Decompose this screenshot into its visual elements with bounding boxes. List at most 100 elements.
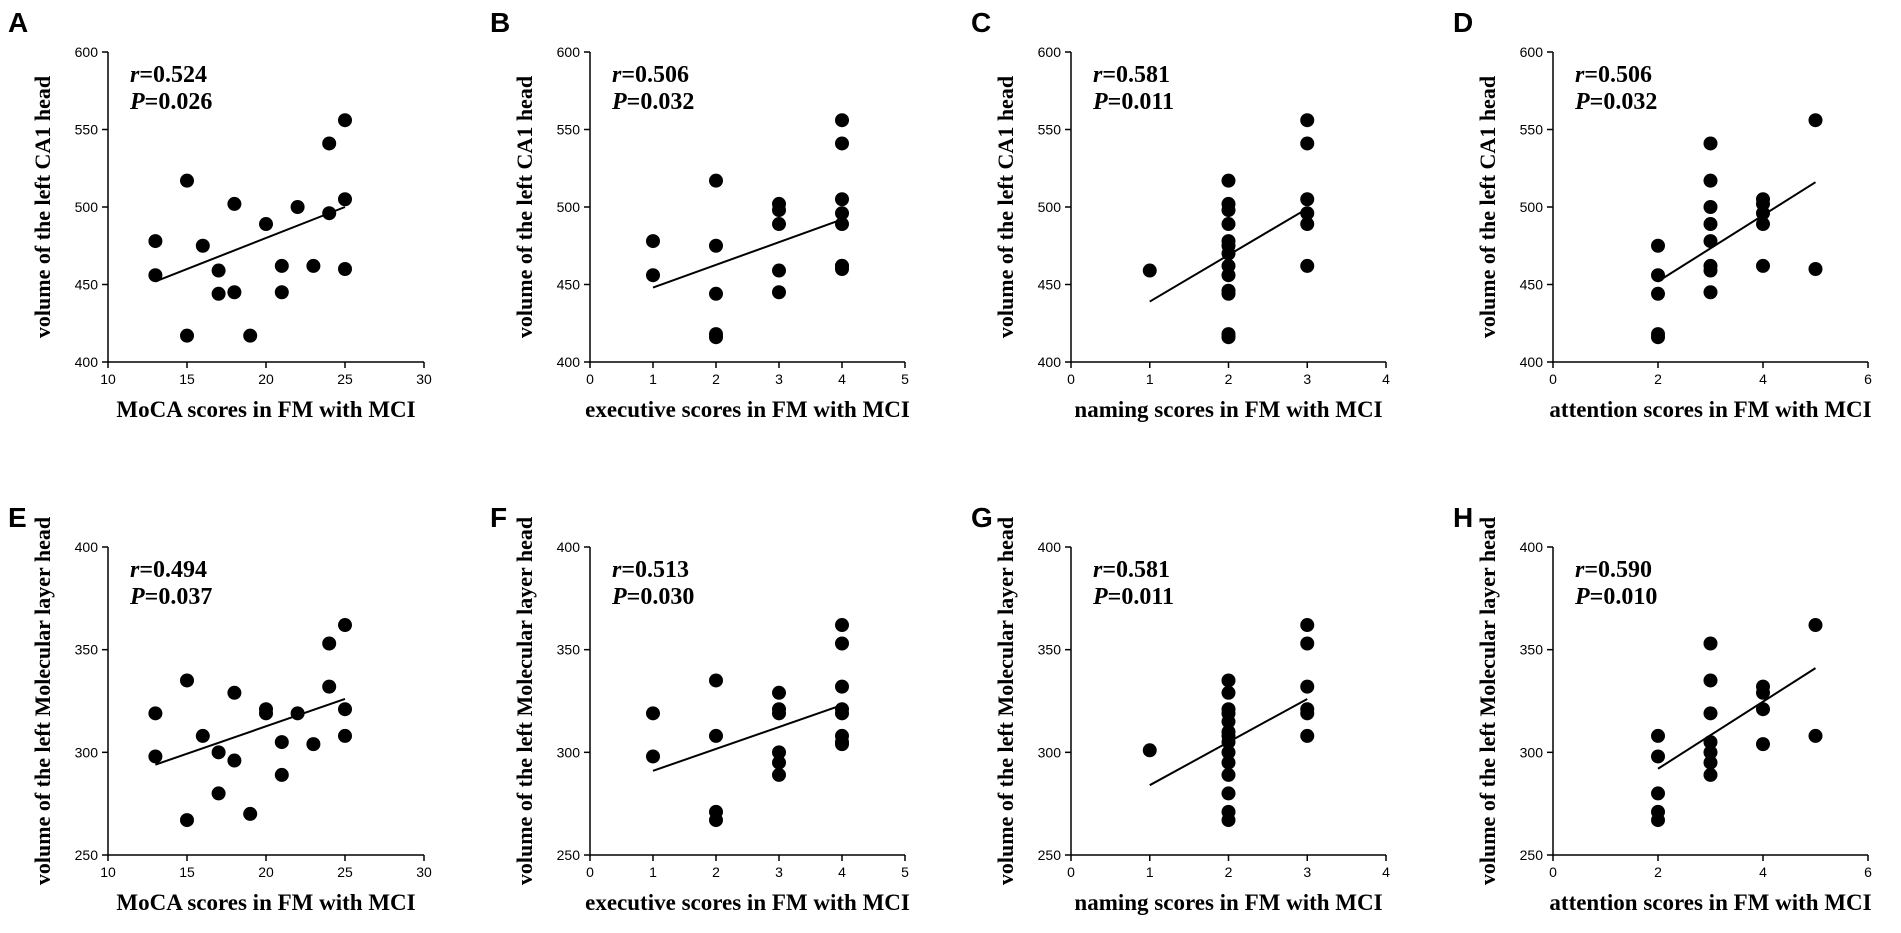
- x-tick-label: 0: [1067, 864, 1075, 880]
- data-point: [835, 217, 849, 232]
- data-point: [195, 728, 210, 743]
- data-point: [180, 328, 194, 343]
- data-point: [322, 206, 337, 221]
- x-tick-label: 2: [1225, 371, 1233, 387]
- data-point: [1142, 263, 1157, 278]
- data-point: [1756, 737, 1770, 752]
- x-tick-label: 4: [838, 371, 846, 387]
- data-point: [1703, 673, 1718, 688]
- data-point: [1221, 203, 1236, 218]
- data-point: [1651, 330, 1665, 345]
- y-axis-title: volume of the left Molecular layer head: [993, 517, 1018, 885]
- p-symbol: P: [611, 89, 627, 115]
- x-tick-label: 2: [1654, 864, 1662, 880]
- data-point: [835, 258, 849, 273]
- x-tick-label: 10: [100, 864, 116, 880]
- p-value: =0.030: [627, 584, 695, 610]
- data-point: [709, 330, 723, 345]
- y-tick-label: 550: [1038, 122, 1062, 138]
- panel-letter: H: [1453, 502, 1473, 533]
- x-tick-label: 6: [1864, 864, 1872, 880]
- data-point: [290, 706, 305, 721]
- data-point: [322, 136, 337, 151]
- x-tick-label: 25: [337, 371, 353, 387]
- data-point: [211, 286, 226, 301]
- data-point: [1703, 136, 1718, 151]
- y-tick-label: 600: [557, 44, 581, 60]
- y-axis-title: volume of the left CA1 head: [993, 76, 1018, 338]
- r-symbol: r: [1575, 62, 1585, 88]
- data-point: [1300, 618, 1315, 633]
- x-tick-label: 20: [258, 371, 274, 387]
- panel-letter: C: [971, 7, 991, 38]
- data-point: [227, 285, 242, 300]
- y-tick-label: 550: [1520, 122, 1544, 138]
- data-point: [772, 203, 786, 218]
- x-axis-title: attention scores in FM with MCI: [1549, 890, 1871, 915]
- r-statistic: r=0.494: [130, 557, 207, 583]
- x-tick-label: 3: [1303, 864, 1311, 880]
- data-point: [1300, 636, 1315, 651]
- data-point: [1221, 286, 1236, 301]
- r-statistic: r=0.506: [612, 62, 689, 88]
- x-tick-label: 4: [1759, 371, 1767, 387]
- data-point: [1808, 728, 1823, 743]
- data-point: [1651, 286, 1665, 301]
- data-point: [1651, 238, 1665, 253]
- data-point: [338, 113, 352, 128]
- data-point: [211, 786, 226, 801]
- p-symbol: P: [611, 584, 627, 610]
- data-point: [227, 753, 242, 768]
- panel-letter: A: [8, 7, 28, 38]
- p-value: =0.032: [1590, 89, 1658, 115]
- data-point: [180, 813, 194, 828]
- data-point: [1703, 217, 1718, 232]
- data-point: [1808, 262, 1823, 276]
- x-tick-label: 15: [179, 371, 195, 387]
- data-point: [259, 217, 273, 232]
- y-tick-label: 300: [557, 744, 581, 760]
- data-point: [772, 263, 786, 278]
- y-tick-label: 400: [1038, 539, 1062, 555]
- data-point: [180, 673, 194, 688]
- data-point: [338, 728, 352, 743]
- data-point: [1703, 755, 1718, 770]
- p-symbol: P: [1574, 584, 1590, 610]
- data-point: [772, 685, 786, 700]
- y-tick-label: 300: [1038, 744, 1062, 760]
- x-tick-label: 1: [649, 371, 657, 387]
- data-point: [1221, 330, 1236, 345]
- r-statistic: r=0.581: [1093, 557, 1170, 583]
- data-point: [1221, 714, 1236, 729]
- r-symbol: r: [612, 557, 622, 583]
- data-point: [709, 813, 723, 828]
- data-point: [772, 745, 786, 760]
- data-point: [338, 262, 352, 276]
- x-tick-label: 3: [775, 371, 783, 387]
- data-point: [646, 749, 660, 764]
- data-point: [1703, 173, 1718, 188]
- y-tick-label: 400: [557, 539, 581, 555]
- y-tick-label: 300: [75, 744, 99, 760]
- r-statistic: r=0.524: [130, 62, 207, 88]
- data-point: [1808, 618, 1823, 633]
- r-statistic: r=0.581: [1093, 62, 1170, 88]
- y-tick-label: 600: [1520, 44, 1544, 60]
- y-tick-label: 400: [557, 354, 581, 370]
- data-point: [148, 706, 163, 721]
- y-tick-label: 600: [1038, 44, 1062, 60]
- x-tick-label: 4: [1759, 864, 1767, 880]
- data-point: [1221, 685, 1236, 700]
- x-tick-label: 5: [901, 371, 909, 387]
- p-symbol: P: [129, 89, 145, 115]
- data-point: [1221, 724, 1236, 739]
- data-point: [772, 217, 786, 232]
- y-axis-title: volume of the left Molecular layer head: [512, 517, 537, 885]
